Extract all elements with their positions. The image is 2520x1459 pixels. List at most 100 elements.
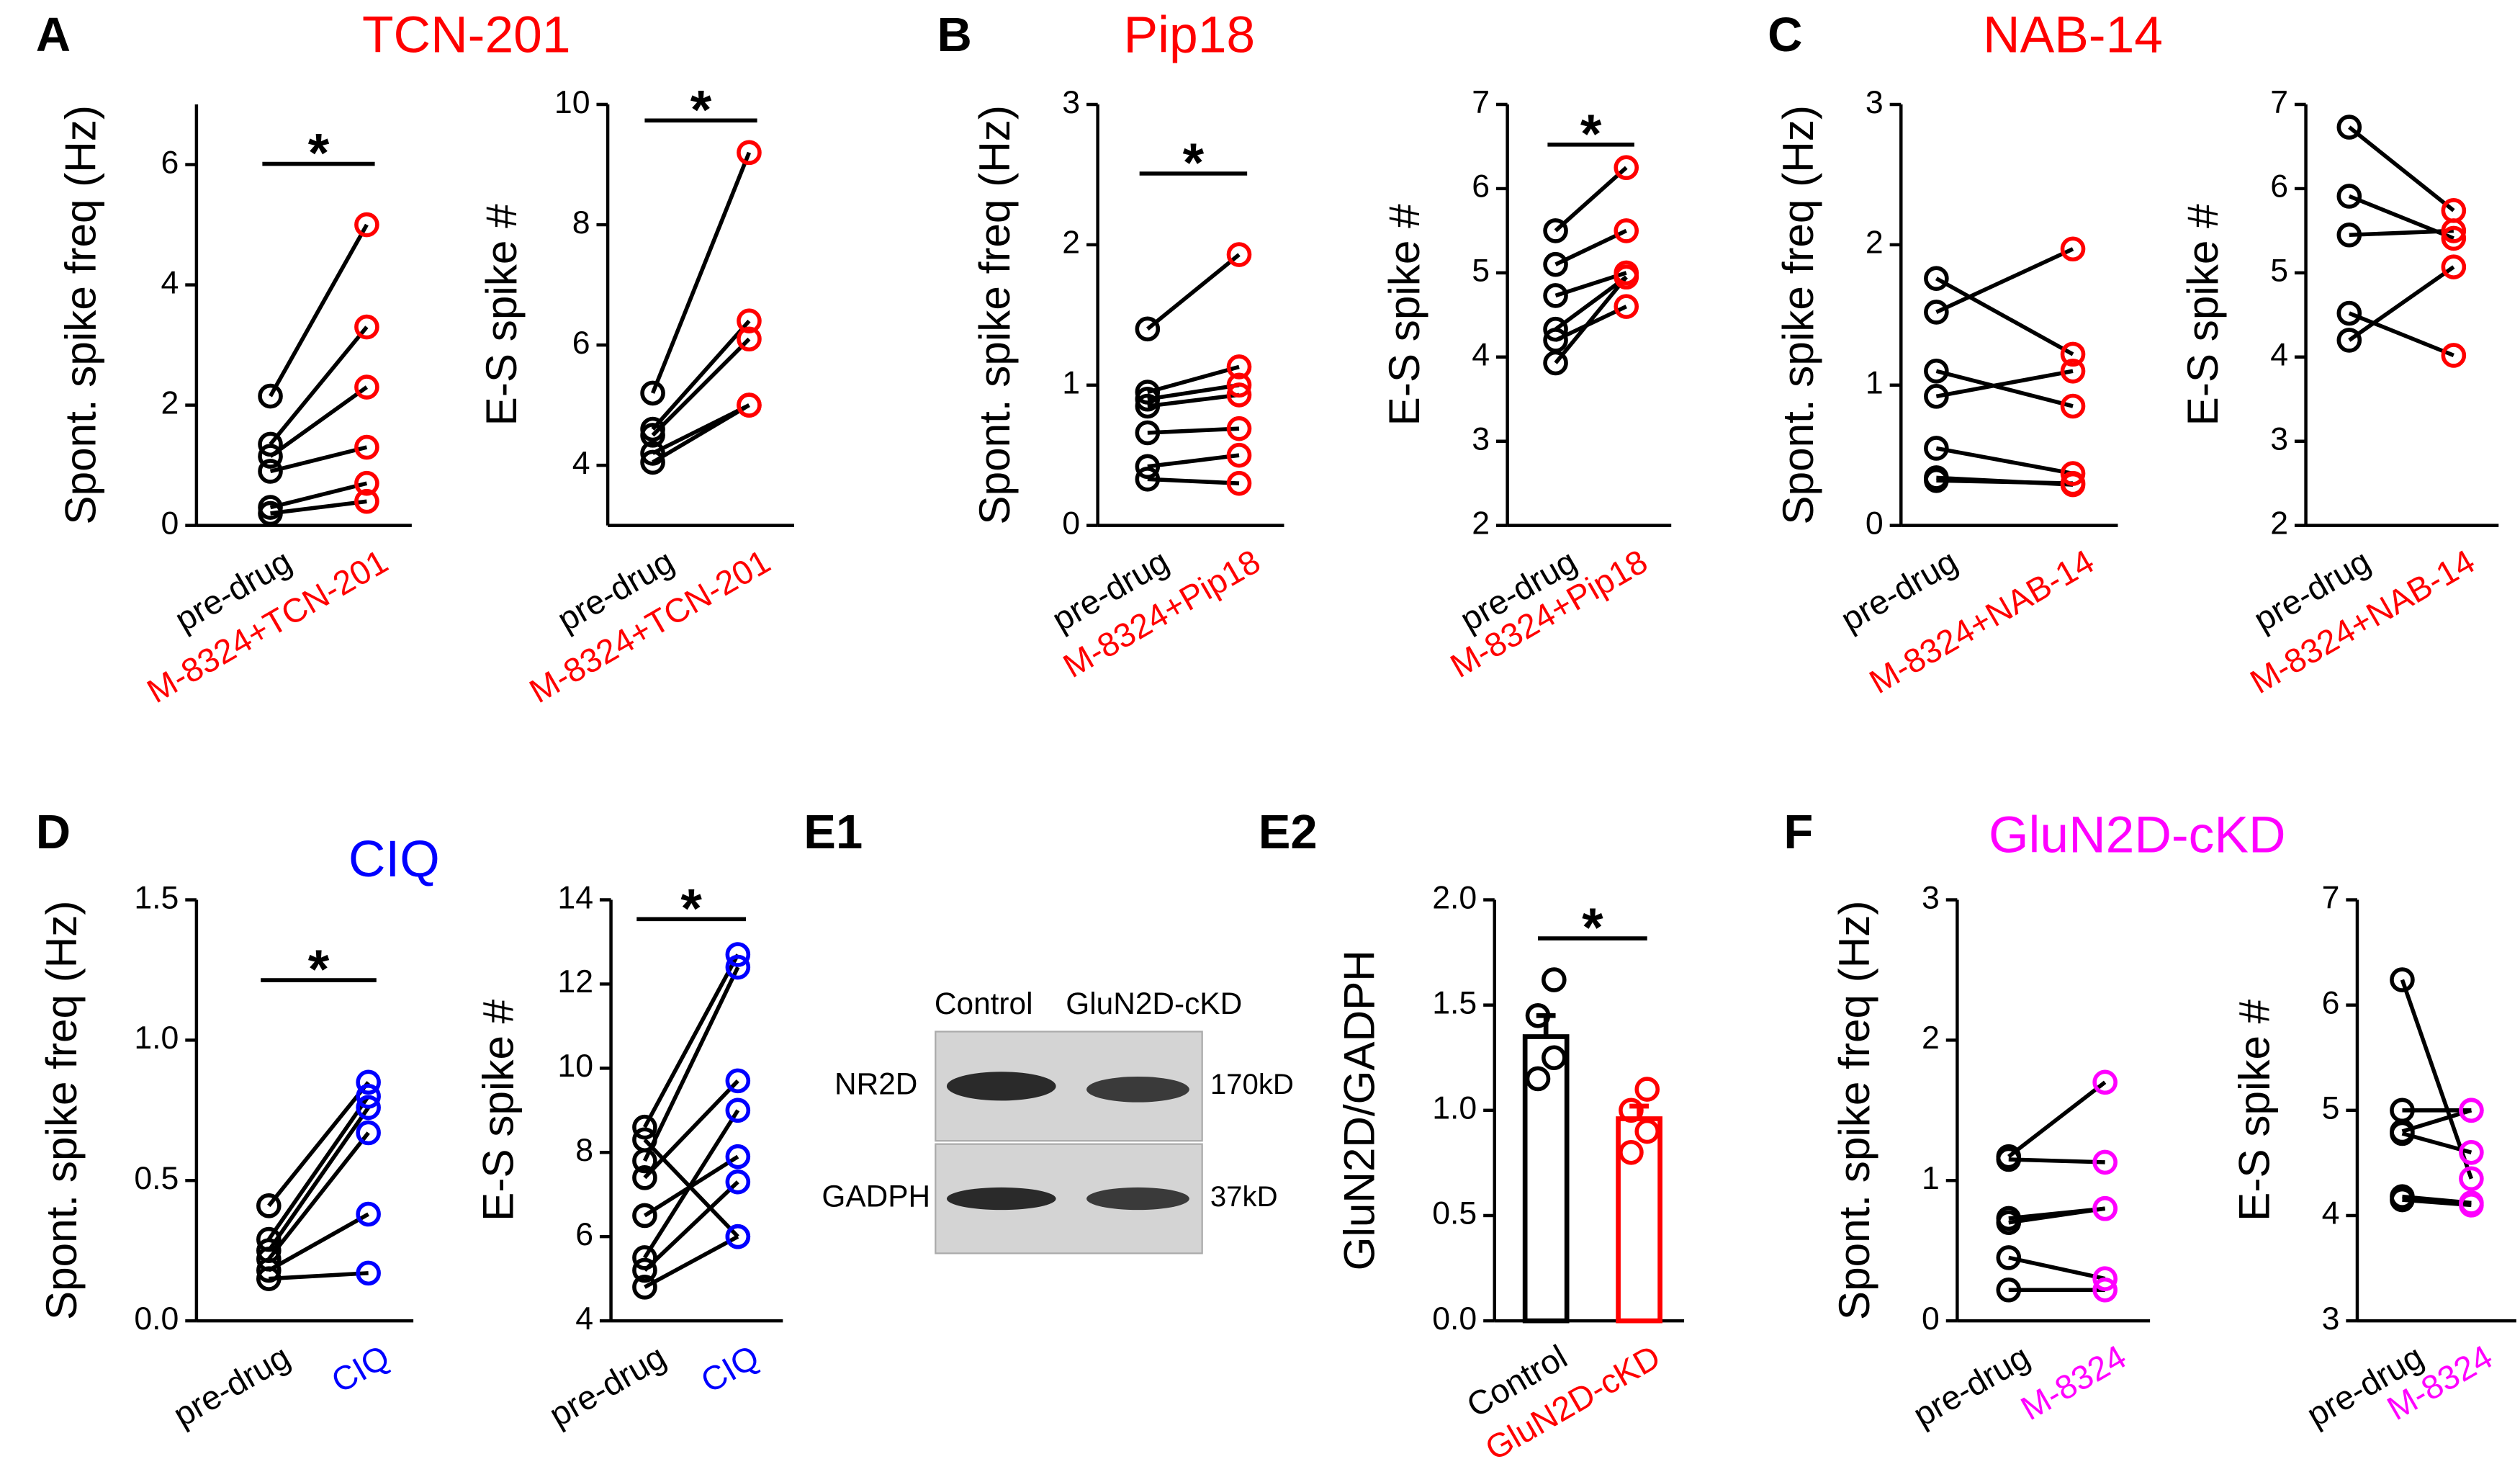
y-tick-label: 0.0 — [134, 1301, 179, 1337]
data-point — [258, 459, 283, 484]
y-tick-label: 3 — [1472, 421, 1490, 457]
data-point — [2092, 1195, 2118, 1221]
data-point — [258, 444, 283, 469]
data-point — [256, 1266, 282, 1291]
y-tick-label: 1.0 — [1432, 1091, 1477, 1126]
y-tick-label: 0 — [161, 506, 179, 541]
data-point — [354, 434, 379, 460]
data-point — [737, 392, 762, 418]
significance-label: * — [308, 939, 330, 1000]
data-point — [640, 449, 665, 475]
significance-label: * — [680, 878, 702, 939]
data-point — [1996, 1146, 2022, 1172]
significance-label: * — [1183, 133, 1205, 194]
y-tick-label: 7 — [1472, 85, 1490, 120]
y-tick-label: 7 — [2270, 85, 2288, 120]
data-point — [1619, 1097, 1644, 1123]
y-tick-label: 6 — [2322, 985, 2340, 1020]
y-tick-label: 0.5 — [1432, 1196, 1477, 1231]
pair-line — [643, 1079, 739, 1180]
data-point — [632, 1257, 657, 1283]
blot-band — [1086, 1187, 1189, 1211]
panel-label: A — [36, 8, 71, 62]
data-point — [725, 954, 751, 980]
pair-line — [1935, 369, 2074, 408]
data-point — [1996, 1277, 2022, 1303]
pair-line — [2008, 1255, 2106, 1281]
pair-line — [1936, 478, 2074, 485]
data-point — [2459, 1166, 2484, 1192]
y-tick-label: 0.0 — [1432, 1301, 1477, 1337]
data-point — [1525, 1066, 1551, 1092]
data-point — [725, 1144, 751, 1170]
y-tick-label: 1 — [1062, 366, 1080, 401]
significance-label: * — [690, 79, 712, 140]
data-point — [1634, 1118, 1660, 1144]
band-label: NR2D — [834, 1067, 917, 1101]
y-tick-label: 7 — [2322, 880, 2340, 915]
lane-label: Control — [935, 987, 1033, 1020]
pair-line — [1147, 453, 1240, 469]
x-tick-label: M-8324+NAB-14 — [1863, 542, 2100, 701]
y-tick-label: 1 — [1866, 366, 1884, 401]
pair-line — [269, 326, 369, 446]
data-point — [1619, 1139, 1644, 1165]
data-point — [1542, 1045, 1567, 1071]
data-point — [632, 1275, 657, 1300]
panel-label: D — [36, 805, 71, 859]
data-point — [354, 488, 379, 514]
pair-line — [2349, 228, 2454, 238]
data-point — [1614, 294, 1639, 319]
y-tick-label: 3 — [1866, 85, 1884, 120]
pair-line — [267, 1131, 370, 1261]
pair-line — [2008, 1157, 2105, 1164]
pair-line — [2008, 1206, 2106, 1225]
y-tick-label: 0 — [1922, 1301, 1940, 1337]
data-point — [1614, 155, 1639, 181]
data-point — [1135, 386, 1161, 412]
pair-line — [267, 1081, 370, 1208]
y-tick-label: 6 — [572, 326, 590, 361]
y-tick-label: 0 — [1866, 506, 1884, 541]
data-point — [258, 383, 283, 409]
blot-band — [946, 1187, 1056, 1211]
data-point — [725, 942, 751, 967]
data-point — [1924, 384, 1949, 409]
panel-label: F — [1783, 805, 1813, 859]
data-point — [2060, 470, 2086, 496]
data-point — [2092, 1069, 2118, 1095]
data-point — [640, 441, 665, 466]
y-axis-label: Spont. spike freq (Hz) — [1773, 105, 1822, 524]
data-point — [2390, 967, 2415, 992]
data-point — [632, 1148, 657, 1174]
data-point — [354, 470, 379, 496]
y-tick-label: 6 — [575, 1217, 593, 1252]
y-tick-label: 0.5 — [134, 1161, 179, 1196]
y-tick-label: 5 — [1472, 253, 1490, 289]
pair-line — [269, 385, 369, 458]
data-point — [632, 1203, 657, 1229]
data-point — [1924, 358, 1949, 384]
band-size: 170kD — [1210, 1068, 1294, 1100]
y-tick-label: 6 — [161, 145, 179, 180]
pair-line — [267, 1095, 370, 1241]
data-point — [2060, 358, 2086, 384]
data-point — [1996, 1245, 2022, 1270]
data-point — [1542, 967, 1567, 992]
data-point — [632, 1245, 657, 1270]
pair-line — [1935, 369, 2074, 399]
data-point — [1226, 416, 1252, 441]
y-tick-label: 1 — [1922, 1161, 1940, 1196]
band-size: 37kD — [1210, 1180, 1278, 1213]
pair-line — [1147, 426, 1240, 435]
y-tick-label: 1.5 — [1432, 985, 1477, 1020]
pair-line — [651, 319, 751, 431]
data-point — [1614, 218, 1639, 243]
data-point — [1525, 1002, 1551, 1028]
y-tick-label: 3 — [1922, 880, 1940, 915]
data-point — [737, 140, 762, 166]
data-point — [2459, 1097, 2484, 1123]
pair-line — [1147, 383, 1240, 402]
